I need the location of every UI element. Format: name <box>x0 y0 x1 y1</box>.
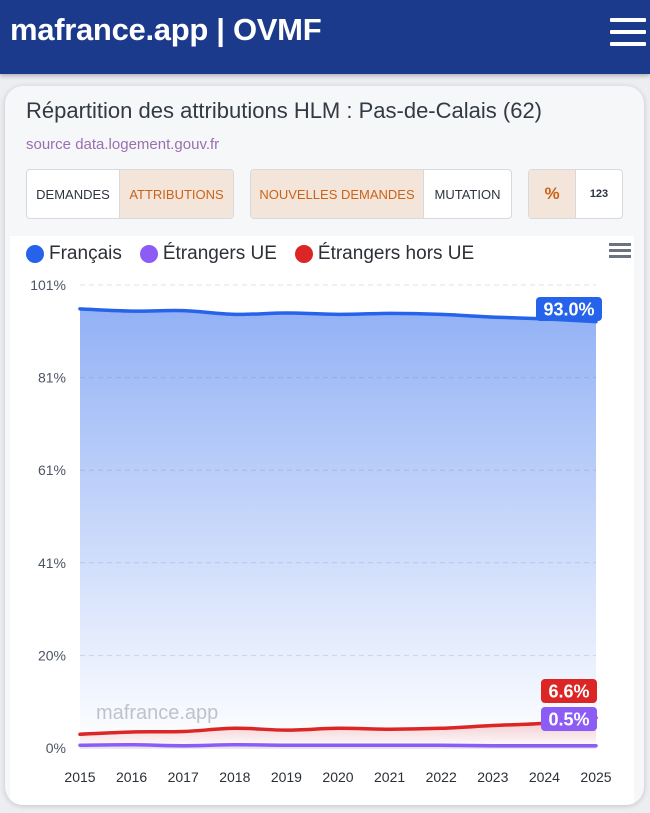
chart-menu-icon[interactable] <box>609 243 631 259</box>
y-tick-label: 0% <box>46 740 66 756</box>
watermark: mafrance.app <box>96 702 218 724</box>
attributions-button[interactable]: ATTRIBUTIONS <box>119 170 233 218</box>
series-line-etrangers-hors-ue[interactable] <box>78 715 598 736</box>
legend-dot-etrangers-hors-ue <box>294 245 313 263</box>
x-tick-label: 2016 <box>116 769 147 785</box>
x-tick-label: 2024 <box>529 769 560 785</box>
y-tick-label: 61% <box>38 462 66 478</box>
count-button[interactable]: 123 <box>575 170 622 218</box>
legend-label-francais: Français <box>49 243 122 264</box>
end-label-etrangers-hors-ue: 6.6% <box>541 679 597 703</box>
nouvelles-demandes-button[interactable]: NOUVELLES DEMANDES <box>251 170 423 218</box>
end-label-bg-etrangers-ue <box>541 707 597 731</box>
y-tick-label: 101% <box>30 277 66 293</box>
x-tick-label: 2021 <box>374 769 405 785</box>
x-tick-label: 2023 <box>477 769 508 785</box>
hamburger-menu-icon[interactable] <box>610 18 646 46</box>
series-line-etrangers-ue[interactable] <box>78 743 598 748</box>
source-link[interactable]: source data.logement.gouv.fr <box>26 136 220 153</box>
x-tick-label: 2020 <box>322 769 353 785</box>
area-fill-etrangers-hors-ue <box>80 717 596 748</box>
x-tick-label: 2015 <box>64 769 95 785</box>
x-tick-label: 2018 <box>219 769 250 785</box>
end-label-text-francais: 93.0% <box>543 300 594 320</box>
x-tick-label: 2019 <box>271 769 302 785</box>
end-label-bg-etrangers-hors-ue <box>541 679 597 703</box>
series-line-francais[interactable] <box>78 307 598 324</box>
legend-dot-francais <box>26 245 44 263</box>
legend-label-etrangers-ue: Étrangers UE <box>162 243 277 264</box>
x-tick-label: 2022 <box>426 769 457 785</box>
end-label-text-etrangers-hors-ue: 6.6% <box>548 682 589 702</box>
legend-dot-etrangers-ue <box>139 245 158 263</box>
legend-item-etrangers-hors-ue[interactable]: Étrangers hors UE <box>294 243 475 265</box>
end-label-etrangers-ue: 0.5% <box>541 707 597 731</box>
mutation-button[interactable]: MUTATION <box>423 170 511 218</box>
legend-item-francais[interactable]: Français <box>26 243 122 265</box>
end-label-text-etrangers-ue: 0.5% <box>548 710 589 730</box>
x-tick-label: 2017 <box>168 769 199 785</box>
brand-title[interactable]: mafrance.app | OVMF <box>10 12 322 47</box>
end-label-bg-francais <box>536 297 602 321</box>
dataset-toggle-group: DEMANDES ATTRIBUTIONS <box>26 169 234 219</box>
end-label-francais: 93.0% <box>536 297 602 321</box>
request-type-toggle-group: NOUVELLES DEMANDES MUTATION <box>250 169 512 219</box>
y-tick-label: 81% <box>38 370 66 386</box>
page-title: Répartition des attributions HLM : Pas-d… <box>26 98 543 123</box>
y-tick-label: 41% <box>38 555 66 571</box>
demandes-button[interactable]: DEMANDES <box>36 186 110 202</box>
y-tick-label: 20% <box>38 647 66 663</box>
x-tick-label: 2025 <box>580 769 611 785</box>
top-bar: mafrance.app | OVMF <box>0 0 650 74</box>
legend-item-etrangers-ue[interactable]: Étrangers UE <box>139 243 277 265</box>
unit-toggle-group: % 123 <box>528 169 623 219</box>
chart-legend: Français Étrangers UE Étrangers hors UE <box>26 242 492 266</box>
area-fill-francais <box>80 308 596 748</box>
percent-button[interactable]: % <box>529 170 575 218</box>
legend-label-etrangers-hors-ue: Étrangers hors UE <box>317 243 475 264</box>
